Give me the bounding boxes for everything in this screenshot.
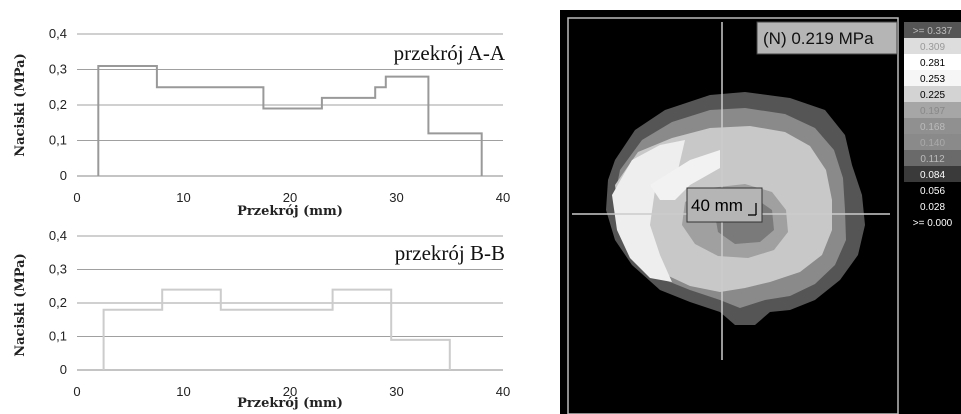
legend-entry: >= 0.000: [904, 214, 961, 230]
scale-label-box: 40 mm: [686, 187, 763, 223]
legend-swatch: [904, 134, 961, 150]
step-chart-a: 0 0,1 0,2 0,3 0,4 0 10 20 30 40 Przekrój (mm) Nacis…: [13, 26, 510, 219]
legend-label: 0.197: [920, 106, 945, 117]
x-axis-title: Przekrój (mm): [237, 204, 343, 219]
x-tick-label: 30: [389, 384, 403, 399]
x-tick-label: 10: [176, 384, 190, 399]
legend-swatch: [904, 150, 961, 166]
contour-zone-highlight-top: [650, 150, 720, 200]
y-tick-label: 0,3: [49, 262, 67, 277]
x-tick-label: 30: [389, 190, 403, 205]
legend-swatch: [904, 166, 961, 182]
legend-label: 0.056: [920, 186, 945, 197]
legend-label: >= 0.000: [913, 218, 953, 229]
legend-entry: 0.084: [904, 166, 961, 182]
y-axis-title: Naciski (MPa): [13, 53, 28, 157]
legend-swatch: [904, 214, 961, 230]
x-axis-title: Przekrój (mm): [237, 396, 343, 411]
legend-swatch: [904, 118, 961, 134]
legend-label: 0.253: [920, 74, 945, 85]
legend-label: >= 0.337: [913, 26, 953, 37]
pressure-map-panel: 40 mm (N) 0.219 MPa >= 0.337 0.309 0.281 0.…: [560, 10, 961, 414]
color-scale-legend: >= 0.337 0.309 0.281 0.253 0.225 0.197 0.168 0.…: [904, 22, 961, 230]
legend-entry: >= 0.337: [904, 22, 961, 38]
y-tick-label: 0,3: [49, 62, 67, 77]
legend-entry: 0.281: [904, 54, 961, 70]
x-tick-label: 0: [73, 384, 80, 399]
legend-entry: 0.112: [904, 150, 961, 166]
x-tick-label: 10: [176, 190, 190, 205]
y-tick-label: 0,1: [49, 133, 67, 148]
y-tick-label: 0: [60, 168, 67, 183]
legend-swatch: [904, 102, 961, 118]
legend-label: 0.309: [920, 42, 945, 53]
x-tick-label: 20: [283, 384, 297, 399]
legend-label: 0.140: [920, 138, 945, 149]
map-frame: [567, 17, 899, 414]
legend-entry: 0.168: [904, 118, 961, 134]
legend-entry: 0.197: [904, 102, 961, 118]
legend-label: 0.028: [920, 202, 945, 213]
y-tick-label: 0,4: [49, 26, 67, 41]
y-axis-title: Naciski (MPa): [13, 253, 28, 357]
legend-entry: 0.225: [904, 86, 961, 102]
y-tick-label: 0,4: [49, 228, 67, 243]
step-chart-b: 0 0,1 0,2 0,3 0,4 0 10 20 30 40 Przekrój (mm) Nacis…: [13, 228, 510, 411]
readout-value: (N) 0.219 MPa: [763, 29, 874, 48]
legend-swatch: [904, 182, 961, 198]
y-tick-label: 0: [60, 362, 67, 377]
legend-swatch: [904, 70, 961, 86]
legend-swatch: [904, 198, 961, 214]
legend-entry: 0.056: [904, 182, 961, 198]
pressure-map: 40 mm (N) 0.219 MPa >= 0.337 0.309 0.281 0.…: [567, 17, 961, 414]
legend-swatch: [904, 22, 961, 38]
y-tick-label: 0,2: [49, 97, 67, 112]
legend-label: 0.281: [920, 58, 945, 69]
legend-swatch: [904, 54, 961, 70]
pressure-series-line: [102, 288, 451, 370]
pressure-profile-charts: 0 0,1 0,2 0,3 0,4 0 10 20 30 40 Przekrój (mm) Nacis…: [13, 26, 510, 411]
x-tick-label: 40: [496, 190, 510, 205]
y-tick-label: 0,2: [49, 295, 67, 310]
x-tick-label: 20: [283, 190, 297, 205]
x-tick-label: 40: [496, 384, 510, 399]
legend-swatch: [904, 38, 961, 54]
x-tick-label: 0: [73, 190, 80, 205]
y-tick-label: 0,1: [49, 329, 67, 344]
legend-swatch: [904, 86, 961, 102]
legend-label: 0.225: [920, 90, 945, 101]
scale-label: 40 mm: [691, 196, 743, 215]
legend-entry: 0.140: [904, 134, 961, 150]
legend-label: 0.112: [920, 154, 945, 165]
readout-box: (N) 0.219 MPa: [756, 21, 898, 55]
section-label: przekrój B-B: [395, 241, 505, 265]
section-label: przekrój A-A: [394, 41, 506, 65]
legend-label: 0.168: [920, 122, 945, 133]
legend-entry: 0.253: [904, 70, 961, 86]
legend-entry: 0.028: [904, 198, 961, 214]
legend-label: 0.084: [920, 170, 945, 181]
legend-entry: 0.309: [904, 38, 961, 54]
pressure-series-line: [97, 65, 483, 176]
